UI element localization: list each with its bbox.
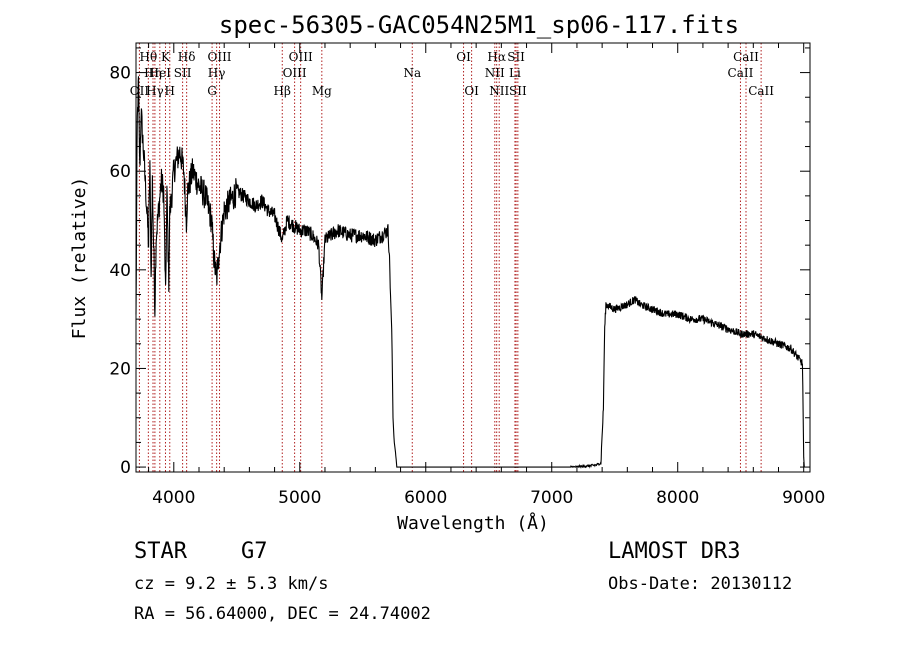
emission-line-label: SII — [509, 84, 527, 98]
chart-title: spec-56305-GAC054N25M1_sp06-117.fits — [219, 11, 739, 39]
y-tick-label: 60 — [109, 162, 131, 182]
emission-line-label: SII — [174, 66, 192, 80]
emission-line-label: OI — [464, 84, 479, 98]
x-axis-label: Wavelength (Å) — [397, 512, 549, 534]
y-axis-label: Flux (relative) — [69, 177, 90, 340]
x-tick-label: 4000 — [152, 488, 195, 508]
emission-line-label: NII — [485, 66, 505, 80]
emission-line-label: OIII — [207, 50, 231, 64]
emission-line-label: OIII — [283, 66, 307, 80]
emission-line-label: Hγ — [208, 66, 226, 80]
coordinates-readout: RA = 56.64000, DEC = 24.74002 — [134, 604, 431, 624]
y-tick-label: 0 — [120, 458, 131, 478]
emission-line-label: HeI — [149, 66, 172, 80]
emission-line-label: H — [165, 84, 175, 98]
emission-line-label: OII — [130, 84, 150, 98]
emission-line-label: CaII — [728, 66, 754, 80]
emission-line-label: Mg — [312, 84, 332, 98]
emission-line-label: NII — [489, 84, 509, 98]
redshift-readout: cz = 9.2 ± 5.3 km/s — [134, 574, 329, 594]
x-tick-label: 6000 — [404, 488, 447, 508]
emission-line-label: OIII — [289, 50, 313, 64]
axis-ticks: 4000 5000 6000 7000 8000 9000 0 20 40 60 80 — [109, 43, 825, 508]
x-tick-label: 7000 — [530, 488, 573, 508]
emission-line-label: Li — [509, 66, 521, 80]
spectrum-line — [135, 76, 805, 469]
emission-line-label: OI — [456, 50, 471, 64]
object-subclass: G7 — [241, 539, 268, 564]
plot-frame — [135, 42, 811, 473]
object-class: STAR — [134, 539, 187, 564]
emission-line-label: CaII — [733, 50, 759, 64]
emission-line-label: K — [161, 50, 171, 64]
spectrum-series — [135, 76, 805, 469]
x-tick-label: 5000 — [278, 488, 321, 508]
survey-name: LAMOST DR3 — [608, 539, 741, 564]
emission-line-label: Hα — [487, 50, 506, 64]
x-tick-label: 8000 — [656, 488, 699, 508]
y-tick-label: 20 — [109, 359, 131, 379]
observation-date: Obs-Date: 20130112 — [608, 574, 793, 594]
y-tick-label: 80 — [109, 64, 131, 84]
x-tick-label: 9000 — [782, 488, 825, 508]
emission-line-label: Hγ — [146, 84, 164, 98]
emission-line-label: G — [207, 84, 217, 98]
emission-line-label: Hβ — [274, 84, 291, 98]
emission-line-label: SII — [507, 50, 525, 64]
emission-line-label: Na — [403, 66, 421, 80]
emission-line-label: Hδ — [178, 50, 196, 64]
emission-line-label: Hη — [144, 66, 162, 80]
emission-line-label: CaII — [748, 84, 774, 98]
y-tick-label: 40 — [109, 261, 131, 281]
